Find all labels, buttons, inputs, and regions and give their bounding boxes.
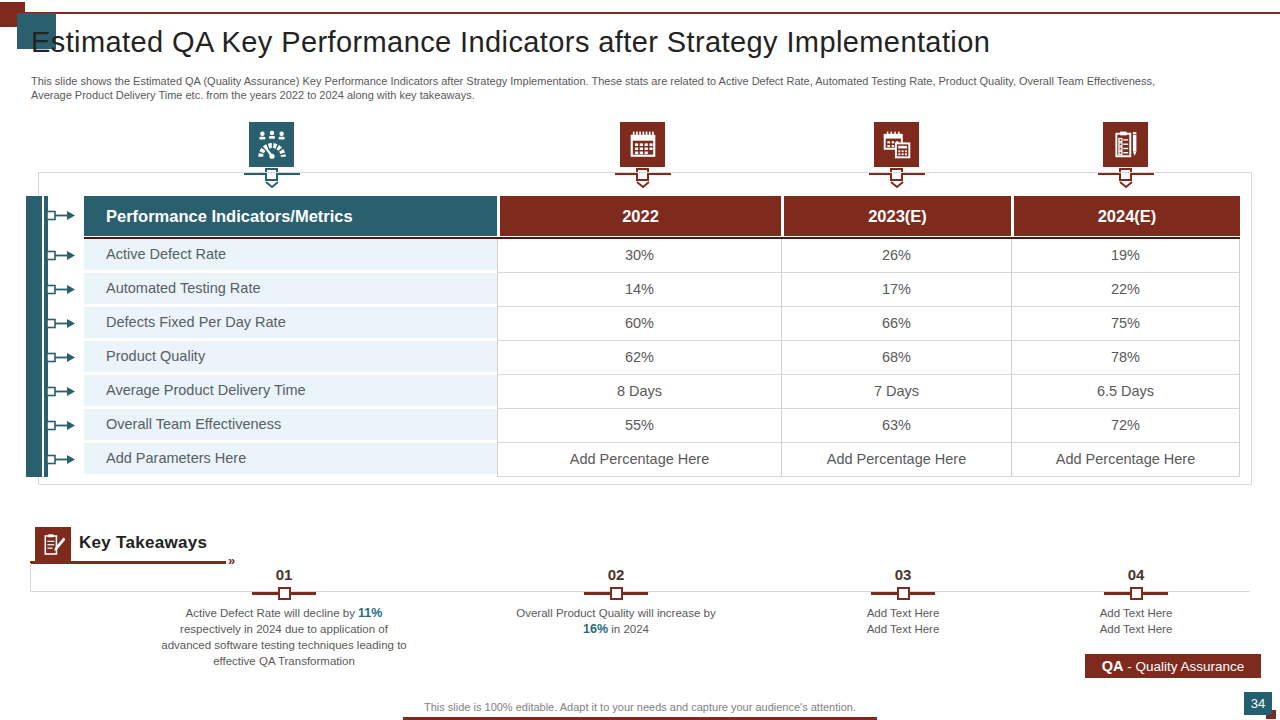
clipboard-pencil-icon [35,527,71,563]
header-2023: 2023(E) [781,196,1011,236]
clipboard-checklist-pencil-icon [1103,122,1148,167]
value-cell: 26% [781,239,1011,273]
value-cell: 17% [781,273,1011,307]
takeaway-marker [1104,587,1168,600]
qa-abbr: QA [1102,658,1124,674]
page-number: 34 [1244,692,1272,715]
takeaway-text: Overall Product Quality will increase by… [512,605,720,637]
takeaways-axis-corner [30,563,31,592]
row-arrow-bullet [46,419,76,432]
takeaway-text: Active Defect Rate will decline by 11% r… [158,605,410,669]
table-row: Active Defect Rate 30% 26% 19% [84,239,1240,273]
top-accent-line [25,12,1280,14]
takeaway-marker [871,587,935,600]
highlight-value: 16% [583,622,608,636]
highlight-value: 11% [358,606,382,620]
slide: Estimated QA Key Performance Indicators … [0,0,1280,720]
takeaway-text-placeholder[interactable]: Add Text Here Add Text Here [773,605,1033,637]
value-cell: 63% [781,409,1011,443]
value-cell: 7 Days [781,375,1011,409]
takeaway-marker [584,587,648,600]
row-arrow-bullet [46,249,76,262]
takeaway-number: 02 [486,566,746,583]
value-cell: 68% [781,341,1011,375]
table-header-row: Performance Indicators/Metrics 2022 2023… [84,196,1240,236]
header-2022: 2022 [497,196,781,236]
value-cell: 72% [1011,409,1240,443]
takeaway-number: 03 [773,566,1033,583]
row-arrow-bullet [46,317,76,330]
performance-gauge-people-icon [249,122,294,167]
value-cell: 8 Days [497,375,781,409]
value-cell: 75% [1011,307,1240,341]
value-cell: 19% [1011,239,1240,273]
value-cell: 78% [1011,341,1240,375]
value-cell-placeholder[interactable]: Add Percentage Here [497,443,781,477]
takeaway-item-01: 01 Active Defect Rate will decline by 11… [154,566,414,669]
value-cell: 22% [1011,273,1240,307]
value-cell: 60% [497,307,781,341]
table-row: Product Quality 62% 68% 78% [84,341,1240,375]
calendar-calculator-icon [874,122,919,167]
key-takeaways-underline [30,561,226,564]
table-row: Overall Team Effectiveness 55% 63% 72% [84,409,1240,443]
row-arrow-bullet [46,351,76,364]
metric-label: Automated Testing Rate [84,273,497,307]
row-arrow-bullet [46,209,76,222]
value-cell: 62% [497,341,781,375]
takeaway-item-03: 03 Add Text Here Add Text Here [773,566,1033,637]
takeaway-item-02: 02 Overall Product Quality will increase… [486,566,746,637]
qa-abbr-expansion: - Quality Assurance [1123,659,1244,674]
takeaway-number: 04 [1006,566,1266,583]
left-accent-bar [26,196,48,477]
takeaway-number: 01 [154,566,414,583]
row-arrow-bullet [46,385,76,398]
value-cell-placeholder[interactable]: Add Percentage Here [781,443,1011,477]
value-cell: 55% [497,409,781,443]
value-cell-placeholder[interactable]: Add Percentage Here [1011,443,1240,477]
value-cell: 14% [497,273,781,307]
metric-label-placeholder[interactable]: Add Parameters Here [84,443,497,477]
value-cell: 30% [497,239,781,273]
metric-label: Product Quality [84,341,497,375]
value-cell: 6.5 Days [1011,375,1240,409]
table-row: Automated Testing Rate 14% 17% 22% [84,273,1240,307]
qa-abbreviation-badge: QA - Quality Assurance [1085,654,1261,678]
takeaway-item-04: 04 Add Text Here Add Text Here [1006,566,1266,637]
takeaway-text-placeholder[interactable]: Add Text Here Add Text Here [1006,605,1266,637]
key-takeaways-heading: Key Takeaways [79,533,207,553]
metric-label: Active Defect Rate [84,239,497,273]
table-row-placeholder: Add Parameters Here Add Percentage Here … [84,443,1240,477]
metric-label: Defects Fixed Per Day Rate [84,307,497,341]
kpi-table: Performance Indicators/Metrics 2022 2023… [84,196,1240,477]
metric-label: Overall Team Effectiveness [84,409,497,443]
row-arrow-bullet [46,453,76,466]
footer-note: This slide is 100% editable. Adapt it to… [0,701,1280,713]
left-accent-bar-line [42,196,44,477]
takeaway-marker [252,587,316,600]
table-row: Average Product Delivery Time 8 Days 7 D… [84,375,1240,409]
header-metrics: Performance Indicators/Metrics [84,196,497,236]
metric-label: Average Product Delivery Time [84,375,497,409]
calendar-icon [620,122,665,167]
header-2024: 2024(E) [1011,196,1240,236]
value-cell: 66% [781,307,1011,341]
page-title: Estimated QA Key Performance Indicators … [31,26,1211,59]
slide-description: This slide shows the Estimated QA (Quali… [31,74,1189,102]
table-row: Defects Fixed Per Day Rate 60% 66% 75% [84,307,1240,341]
row-arrow-bullet [46,283,76,296]
